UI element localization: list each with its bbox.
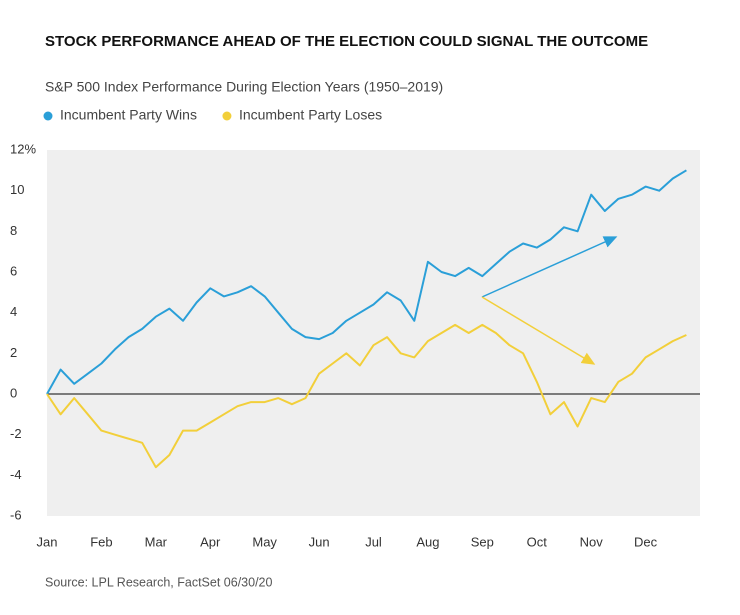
y-tick-label: 2 [10,345,17,360]
x-tick-label: Feb [90,534,112,549]
x-tick-label: Oct [527,534,548,549]
plot-area [47,150,700,516]
legend-label: Incumbent Party Wins [60,107,197,123]
legend-marker [222,111,232,121]
y-tick-label: -2 [10,426,22,441]
y-tick-label: -4 [10,467,22,482]
x-tick-label: May [252,534,277,549]
y-tick-label: 6 [10,263,17,278]
x-tick-label: Aug [416,534,439,549]
source-note: Source: LPL Research, FactSet 06/30/20 [45,575,272,589]
data-line [46,323,687,469]
y-tick-label: 12% [10,141,36,156]
y-tick-label: -6 [10,507,22,522]
y-tick-label: 10 [10,182,24,197]
x-tick-label: Apr [200,534,221,549]
y-tick-label: 0 [10,385,17,400]
chart-subtitle: S&P 500 Index Performance During Electio… [45,79,443,95]
chart-title: STOCK PERFORMANCE AHEAD OF THE ELECTION … [45,33,648,50]
y-tick-label: 4 [10,304,17,319]
annotation-arrow [481,296,596,365]
y-tick-label: 8 [10,223,17,238]
x-tick-label: Sep [471,534,494,549]
annotation-arrow [481,236,618,298]
legend: Incumbent Party Wins Incumbent Party Lose… [43,107,382,123]
plot: -6 -4 -2 0 2 4 6 8 10 12% Jan Feb Mar Apr May Jun Jul Aug… [10,141,700,549]
legend-marker [43,111,53,121]
x-tick-label: Dec [634,534,658,549]
x-tick-label: Jul [365,534,382,549]
x-tick-label: Nov [580,534,604,549]
x-tick-label: Jan [37,534,58,549]
data-line [46,169,687,395]
x-tick-label: Mar [145,534,168,549]
x-tick-label: Jun [309,534,330,549]
legend-label: Incumbent Party Loses [239,107,382,123]
